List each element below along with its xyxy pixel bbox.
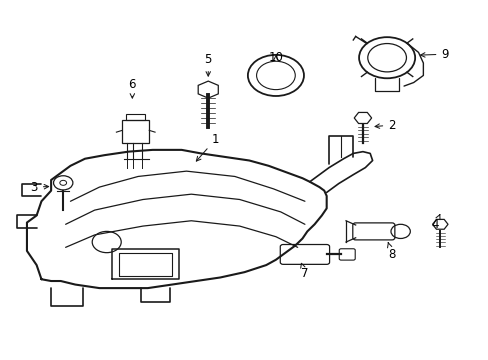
Text: 6: 6 bbox=[128, 78, 136, 98]
Text: 7: 7 bbox=[300, 263, 308, 280]
Text: 1: 1 bbox=[196, 133, 219, 161]
Text: 3: 3 bbox=[30, 181, 48, 194]
Text: 2: 2 bbox=[374, 118, 395, 131]
Text: 9: 9 bbox=[420, 48, 448, 61]
Bar bbox=[126, 114, 145, 120]
Text: 10: 10 bbox=[268, 51, 283, 64]
Bar bbox=[122, 120, 149, 143]
Text: 8: 8 bbox=[387, 242, 395, 261]
Text: 4: 4 bbox=[431, 215, 439, 231]
Text: 5: 5 bbox=[204, 53, 211, 76]
